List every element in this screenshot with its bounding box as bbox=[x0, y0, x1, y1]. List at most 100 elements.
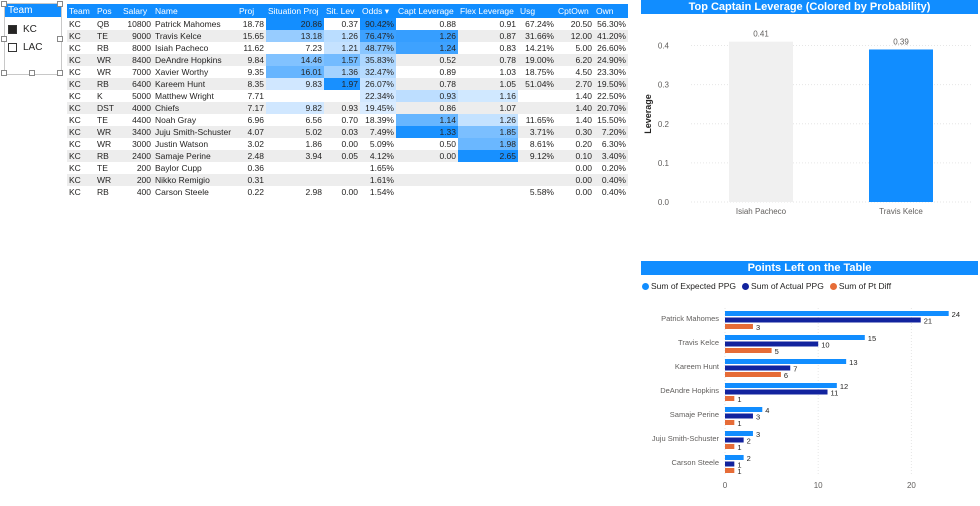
cell-situation-proj: 9.83 bbox=[266, 78, 324, 90]
cell-capt-leverage bbox=[396, 162, 458, 174]
column-header-usg[interactable]: Usg bbox=[518, 4, 556, 18]
cell-own: 41.20% bbox=[594, 30, 628, 42]
resize-handle[interactable] bbox=[29, 70, 35, 76]
cell-capt-leverage: 0.50 bbox=[439, 139, 456, 149]
column-header-flex-leverage[interactable]: Flex Leverage bbox=[458, 4, 518, 18]
cell-name: Noah Gray bbox=[155, 115, 197, 125]
sort-descending-icon[interactable]: ▾ bbox=[382, 5, 389, 16]
table-row[interactable]: KC TE 200 Baylor Cupp 0.36 1.65% 0.00 0.20% bbox=[67, 162, 628, 174]
cell-usg: 18.75% bbox=[525, 67, 554, 77]
table-row[interactable]: KC QB 10800 Patrick Mahomes 18.78 20.86 0.37 90… bbox=[67, 18, 628, 30]
column-header-capt-leverage[interactable]: Capt Leverage bbox=[396, 4, 458, 18]
cell-cptown: 1.40 bbox=[575, 115, 592, 125]
cell-odds: 1.61% bbox=[360, 174, 396, 186]
bar bbox=[725, 461, 735, 467]
column-header-team[interactable]: Team bbox=[67, 4, 95, 18]
cell-team: KC bbox=[67, 54, 95, 66]
cell-pos: RB bbox=[97, 187, 109, 197]
y-tick-label: Samaje Perine bbox=[670, 410, 719, 419]
bar bbox=[725, 317, 921, 323]
cell-team: KC bbox=[67, 150, 95, 162]
cell-name: Patrick Mahomes bbox=[155, 19, 221, 29]
cell-odds: 48.77% bbox=[360, 42, 396, 54]
checkbox-checked-icon[interactable] bbox=[8, 24, 17, 34]
table-row[interactable]: KC DST 4000 Chiefs 7.17 9.82 0.93 19.45% 0.86 1.0… bbox=[67, 102, 628, 114]
cell-flex-leverage: 0.83 bbox=[499, 43, 516, 53]
table-row[interactable]: KC WR 8400 DeAndre Hopkins 9.84 14.46 1.57 35.8… bbox=[67, 54, 628, 66]
legend-dot-icon bbox=[642, 282, 649, 290]
bar bbox=[725, 348, 772, 353]
cell-capt-leverage: 0.88 bbox=[439, 19, 456, 29]
table-row[interactable]: KC RB 2400 Samaje Perine 2.48 3.94 0.05 4.12% 0.… bbox=[67, 150, 628, 162]
x-tick-label: Isiah Pacheco bbox=[736, 207, 787, 216]
table-row[interactable]: KC WR 200 Nikko Remigio 0.31 1.61% 0.00 0.40% bbox=[67, 174, 628, 186]
column-header-salary[interactable]: Salary bbox=[121, 4, 153, 18]
data-label: 6 bbox=[784, 371, 788, 380]
data-label: 15 bbox=[868, 334, 876, 343]
legend-item-diff[interactable]: Sum of Pt Diff bbox=[829, 281, 891, 291]
cell-usg bbox=[518, 162, 556, 174]
cell-situation-proj: 3.94 bbox=[266, 150, 324, 162]
resize-handle[interactable] bbox=[57, 36, 63, 42]
cell-own: 23.30% bbox=[597, 67, 626, 77]
data-label: 1 bbox=[737, 419, 741, 428]
legend-item-expected[interactable]: Sum of Expected PPG bbox=[642, 281, 736, 291]
cell-sit-lev: 0.00 bbox=[341, 139, 358, 149]
table-row[interactable]: KC RB 8000 Isiah Pacheco 11.62 7.23 1.21 48.77%… bbox=[67, 42, 628, 54]
y-tick-label: 0.0 bbox=[658, 198, 670, 207]
cell-team: KC bbox=[67, 30, 95, 42]
resize-handle[interactable] bbox=[57, 70, 63, 76]
bar bbox=[725, 383, 837, 388]
column-header-name[interactable]: Name bbox=[153, 4, 237, 18]
cell-proj: 11.62 bbox=[243, 43, 264, 53]
column-header-sit-lev[interactable]: Sit. Lev bbox=[324, 4, 360, 18]
table-row[interactable]: KC RB 400 Carson Steele 0.22 2.98 0.00 1.54% 5.5… bbox=[67, 186, 628, 198]
cell-own: 56.30% bbox=[597, 19, 626, 29]
table-row[interactable]: KC WR 3000 Justin Watson 3.02 1.86 0.00 5.09% 0.… bbox=[67, 138, 628, 150]
cell-sit-lev: 1.21 bbox=[324, 42, 360, 54]
cell-own: 20.70% bbox=[594, 102, 628, 114]
table-row[interactable]: KC TE 9000 Travis Kelce 15.65 13.18 1.26 76.47%… bbox=[67, 30, 628, 42]
cell-team: KC bbox=[69, 91, 81, 101]
cell-capt-leverage: 0.93 bbox=[396, 90, 458, 102]
bar bbox=[725, 437, 744, 443]
data-label: 3 bbox=[756, 413, 760, 422]
cell-flex-leverage: 1.26 bbox=[458, 114, 518, 126]
table-row[interactable]: KC K 5000 Matthew Wright 7.71 22.34% 0.93 1.16 1… bbox=[67, 90, 628, 102]
cell-usg: 67.24% bbox=[525, 19, 554, 29]
resize-handle[interactable] bbox=[1, 1, 7, 7]
table-row[interactable]: KC RB 6400 Kareem Hunt 8.35 9.83 1.97 26.07% 0.7… bbox=[67, 78, 628, 90]
column-header-own[interactable]: Own bbox=[594, 4, 628, 18]
cell-situation-proj bbox=[266, 90, 324, 102]
y-tick-label: Juju Smith-Schuster bbox=[652, 434, 720, 443]
cell-proj: 0.36 bbox=[247, 163, 264, 173]
cell-usg: 8.61% bbox=[529, 139, 554, 149]
legend-item-actual[interactable]: Sum of Actual PPG bbox=[742, 281, 824, 291]
table-row[interactable]: KC WR 7000 Xavier Worthy 9.35 16.01 1.36 32.47%… bbox=[67, 66, 628, 78]
cell-cptown: 0.00 bbox=[556, 174, 594, 186]
column-header-situation-proj[interactable]: Situation Proj bbox=[266, 4, 324, 18]
column-header-odds[interactable]: Odds ▾ bbox=[360, 4, 396, 18]
cell-sit-lev bbox=[324, 174, 360, 186]
column-header-cptown[interactable]: CptOwn bbox=[556, 4, 594, 18]
y-axis-title: Leverage bbox=[643, 94, 653, 134]
cell-pos: WR bbox=[95, 174, 121, 186]
cell-own: 15.50% bbox=[597, 115, 626, 125]
cell-name: Carson Steele bbox=[155, 187, 209, 197]
resize-handle[interactable] bbox=[57, 1, 63, 7]
column-header-pos[interactable]: Pos bbox=[95, 4, 121, 18]
table-row[interactable]: KC WR 3400 Juju Smith-Schuster 4.07 5.02 0.03 7… bbox=[67, 126, 628, 138]
table-row[interactable]: KC TE 4400 Noah Gray 6.96 6.56 0.70 18.39% 1.14 1… bbox=[67, 114, 628, 126]
cell-proj: 2.48 bbox=[237, 150, 266, 162]
resize-handle[interactable] bbox=[1, 70, 7, 76]
cell-own: 0.20% bbox=[601, 163, 626, 173]
column-header-proj[interactable]: Proj bbox=[237, 4, 266, 18]
slicer-option-kc[interactable]: KC bbox=[5, 21, 61, 37]
cell-situation-proj: 9.82 bbox=[266, 102, 324, 114]
checkbox-unchecked-icon[interactable] bbox=[8, 42, 17, 52]
cell-proj: 18.78 bbox=[242, 19, 264, 29]
cell-own: 0.40% bbox=[601, 187, 626, 197]
cell-pos: WR bbox=[95, 126, 121, 138]
slicer-option-lac[interactable]: LAC bbox=[5, 39, 61, 55]
resize-handle[interactable] bbox=[1, 36, 7, 42]
